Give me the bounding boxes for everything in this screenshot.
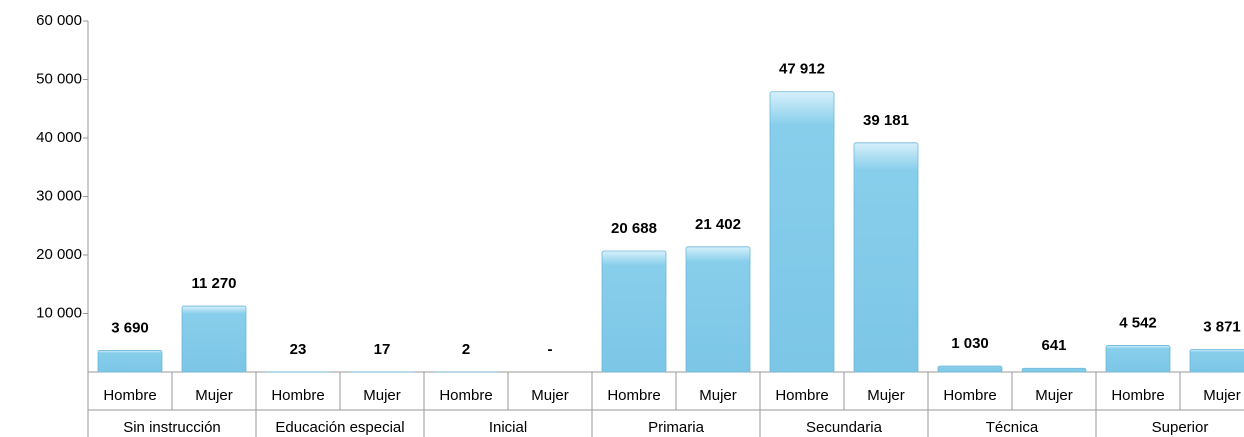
- bar: [601, 250, 667, 373]
- y-tick-label: 40 000: [36, 129, 82, 146]
- bar: [853, 142, 919, 373]
- x-tick-label: Hombre: [103, 387, 156, 404]
- y-tick-label: 10 000: [36, 304, 82, 321]
- bar: [1021, 367, 1087, 373]
- bar: [937, 365, 1003, 373]
- x-tick-label: Mujer: [699, 387, 737, 404]
- bar: [181, 305, 247, 373]
- x-tick-label: Mujer: [195, 387, 233, 404]
- bar: [685, 246, 751, 373]
- value-label: 47 912: [779, 61, 825, 78]
- value-label: 2: [462, 341, 470, 358]
- value-label: 3 871: [1203, 318, 1241, 335]
- x-tick-label: Hombre: [943, 387, 996, 404]
- value-label: 3 690: [111, 319, 149, 336]
- group-label: Sin instrucción: [123, 419, 221, 436]
- group-label: Técnica: [986, 419, 1039, 436]
- bar: [97, 350, 163, 373]
- group-label: Primaria: [648, 419, 704, 436]
- group-label: Superior: [1152, 419, 1209, 436]
- y-tick-label: 20 000: [36, 246, 82, 263]
- x-tick-label: Hombre: [607, 387, 660, 404]
- x-tick-label: Hombre: [775, 387, 828, 404]
- value-label: 1 030: [951, 335, 989, 352]
- value-label: 17: [374, 341, 391, 358]
- x-tick-label: Mujer: [867, 387, 905, 404]
- value-label: 21 402: [695, 216, 741, 233]
- value-label: 39 181: [863, 112, 909, 129]
- value-label: 641: [1041, 337, 1066, 354]
- x-tick-label: Hombre: [271, 387, 324, 404]
- y-tick-label: 30 000: [36, 187, 82, 204]
- value-label: 23: [290, 341, 307, 358]
- bar: [1105, 345, 1171, 373]
- x-tick-label: Mujer: [531, 387, 569, 404]
- group-label: Inicial: [489, 419, 527, 436]
- group-label: Educación especial: [275, 419, 404, 436]
- value-label: -: [548, 341, 553, 358]
- bar: [769, 91, 835, 373]
- x-tick-label: Hombre: [439, 387, 492, 404]
- x-tick-label: Mujer: [363, 387, 401, 404]
- value-label: 20 688: [611, 220, 657, 237]
- x-tick-label: Mujer: [1035, 387, 1073, 404]
- y-tick-label: 60 000: [36, 12, 82, 29]
- bar: [1189, 348, 1244, 373]
- y-tick-label: 50 000: [36, 70, 82, 87]
- x-tick-label: Hombre: [1111, 387, 1164, 404]
- value-label: 11 270: [191, 275, 236, 292]
- group-label: Secundaria: [806, 419, 883, 436]
- value-label: 4 542: [1119, 314, 1157, 331]
- x-tick-label: Mujer: [1203, 387, 1241, 404]
